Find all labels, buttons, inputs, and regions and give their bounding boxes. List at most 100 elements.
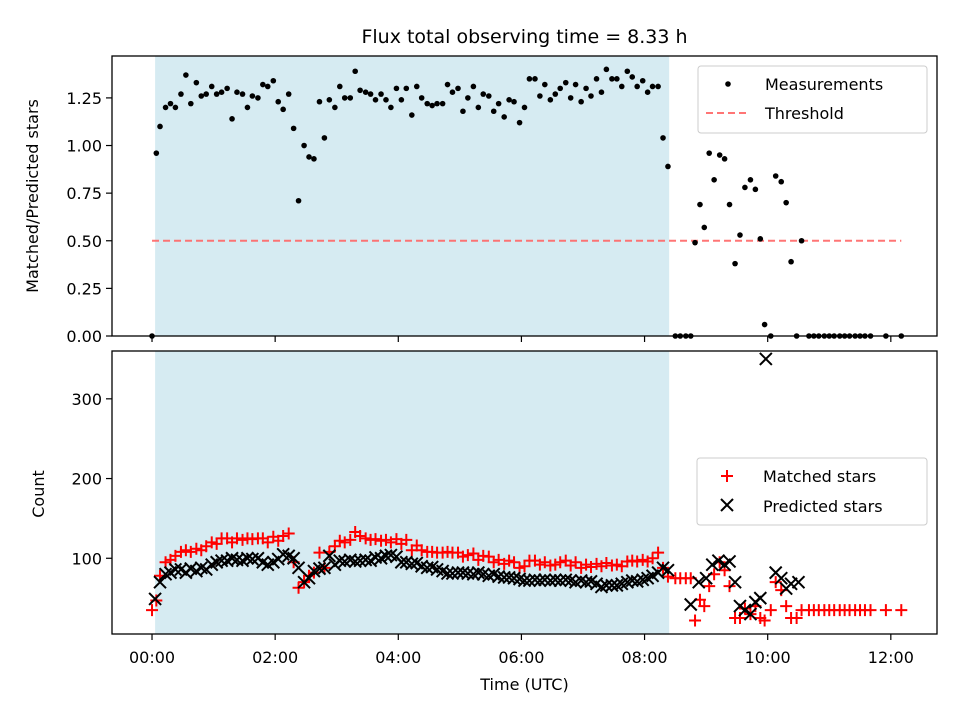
measurement-point [783,199,789,206]
measurement-point [490,108,497,115]
measurement-point [429,102,435,109]
predicted-star-point [168,562,183,577]
measurement-point [153,150,160,156]
predicted-star-point [522,573,537,588]
measurement-point [388,104,394,111]
measurement-point [761,321,768,328]
measurement-point [752,186,759,193]
predicted-star-point [225,551,239,565]
measurement-point [460,108,466,115]
predicted-star-point [517,573,532,588]
measurement-point [547,97,554,103]
predicted-star-point [553,573,567,588]
measurement-point [624,68,631,75]
measurement-point [598,89,605,95]
matched-star-point [230,532,243,545]
measurement-point [275,98,282,105]
matched-star-point [723,580,736,593]
matched-star-point [338,536,351,549]
predicted-star-point [594,580,609,594]
top-plot-area [149,56,905,339]
predicted-star-point [753,591,768,605]
predicted-star-point [661,563,675,577]
measurement-point [747,177,754,183]
measurement-point [409,112,415,118]
predicted-star-point [502,570,516,585]
bottom-y-axis-label: Count [29,470,48,518]
bottom-legend-box [696,457,928,526]
matched-star-point [344,533,357,546]
measurement-point [398,97,405,103]
measurement-point [757,236,764,242]
measurement-point [167,100,174,107]
measurement-point [655,83,661,90]
measurement-point [506,97,512,103]
measurement-point [634,83,640,90]
predicted-star-point [240,551,255,565]
measurement-point [711,177,717,183]
measurement-point [183,72,189,78]
measurement-point [495,100,502,107]
measurement-point [306,154,312,160]
measurement-point [295,197,302,204]
measurement-point [692,239,698,246]
top-y-tick-label: 0.00 [66,327,102,346]
measurement-point [716,152,723,158]
predicted-star-point [705,557,719,572]
predicted-star-point [148,592,162,606]
predicted-star-point [538,573,552,587]
predicted-star-point [738,603,752,617]
measurement-point [362,89,369,95]
predicted-star-point [533,573,547,588]
predicted-star-point [491,569,506,584]
measurement-point [188,100,194,107]
measurement-point [290,125,297,132]
measurement-point [629,74,636,80]
bottom-x-axis-label: Time (UTC) [479,675,568,694]
predicted-star-point [471,565,486,580]
measurement-point [424,100,431,107]
matched-star-point [600,557,613,570]
legend-measurements-marker [725,81,731,87]
measurement-point [336,83,343,90]
measurement-point [701,224,708,231]
bottom-x-axis: 00:00 02:00 04:00 06:00 08:00 10:00 12:00 [129,634,914,667]
predicted-star-point [743,607,758,621]
measurement-point [198,93,205,99]
measurement-point [552,91,559,97]
predicted-star-point [610,578,624,593]
measurement-point [255,95,261,101]
matched-star-point [769,576,782,589]
measurement-point [532,76,538,82]
predicted-star-point [759,352,773,366]
measurement-point [218,89,225,95]
top-y-axis-label: Matched/Predicted stars [23,99,42,293]
measurement-point [378,91,384,97]
matched-star-point [282,527,295,540]
measurement-point [311,156,317,162]
measurement-point [798,237,805,244]
matched-star-point [467,547,480,560]
measurement-point [239,91,246,97]
measurement-point [383,97,389,103]
measurement-point [721,156,728,162]
measurement-point [557,85,564,92]
top-y-tick-label: 0.50 [66,232,102,251]
predicted-star-point [358,553,373,567]
measurement-point [609,76,615,82]
predicted-star-point [456,565,470,580]
measurement-point [367,91,374,97]
measurement-point [347,95,354,101]
matched-star-point [698,600,711,613]
measurement-point [449,89,456,95]
measurement-point [455,85,461,92]
predicted-star-point [543,573,558,588]
matched-star-point [689,614,702,627]
measurement-point [203,91,209,97]
top-panel-title: Flux total observing time = 8.33 h [361,26,687,48]
measurement-point [372,97,379,103]
predicted-star-point [461,566,475,581]
measurement-point [352,68,358,75]
measurement-point [234,89,240,95]
